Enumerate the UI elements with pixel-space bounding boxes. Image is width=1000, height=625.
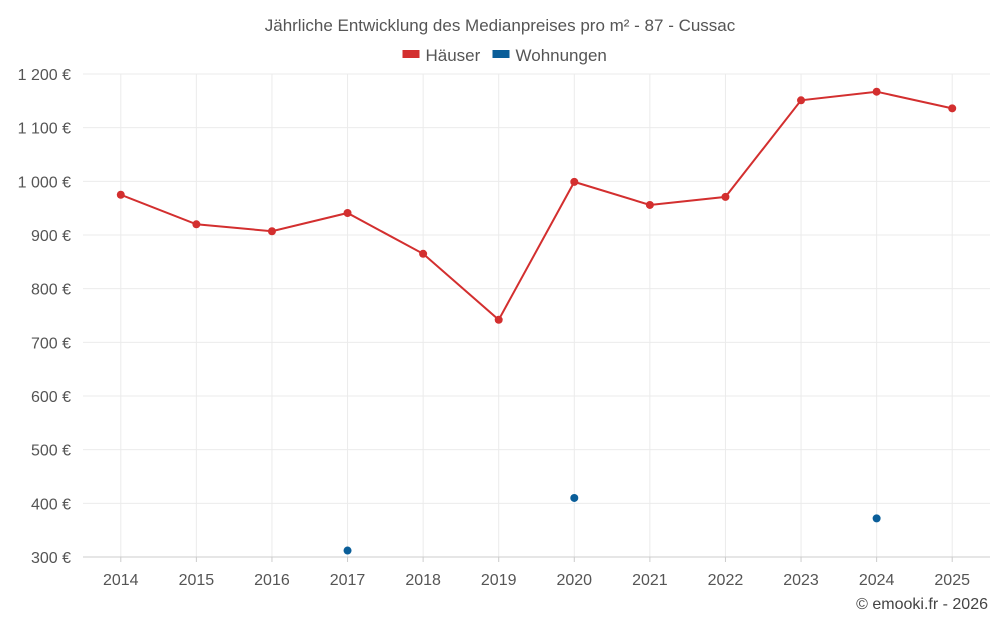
data-point-2017[interactable]: [343, 546, 352, 555]
data-point-2023[interactable]: [797, 96, 806, 105]
x-tick-label: 2020: [556, 572, 592, 589]
x-tick-label: 2023: [783, 572, 819, 589]
chart-legend: Häuser Wohnungen: [402, 46, 607, 65]
y-tick-label: 1 000 €: [18, 174, 71, 191]
grid-lines: [83, 73, 990, 558]
data-point-2021[interactable]: [645, 200, 654, 209]
y-tick-label: 400 €: [31, 496, 71, 513]
x-tick-label: 2016: [254, 572, 290, 589]
data-point-2014[interactable]: [116, 190, 125, 199]
x-tick-label: 2015: [179, 572, 215, 589]
data-point-2018[interactable]: [419, 249, 428, 258]
data-point-2016[interactable]: [267, 227, 276, 236]
data-series: [116, 87, 957, 555]
y-tick-label: 1 200 €: [18, 67, 71, 84]
x-tick-label: 2022: [708, 572, 744, 589]
legend-swatch: [492, 50, 510, 58]
legend-label: Wohnungen: [516, 46, 607, 65]
data-point-2024[interactable]: [872, 87, 881, 96]
y-tick-label: 600 €: [31, 389, 71, 406]
y-tick-label: 700 €: [31, 335, 71, 352]
chart-title: Jährliche Entwicklung des Medianpreises …: [265, 16, 736, 35]
legend-swatch: [402, 50, 420, 58]
axes: 300 € 400 € 500 € 600 € 700 € 800 € 900 € 1 000…: [18, 67, 990, 589]
y-tick-label: 900 €: [31, 228, 71, 245]
series-Häuser: [116, 87, 957, 324]
legend-item-Häuser[interactable]: Häuser: [402, 46, 481, 65]
y-tick-label: 500 €: [31, 443, 71, 460]
data-point-2015[interactable]: [192, 220, 201, 229]
data-point-2020[interactable]: [570, 493, 579, 502]
data-point-2019[interactable]: [494, 315, 503, 324]
x-tick-label: 2018: [405, 572, 441, 589]
x-tick-label: 2019: [481, 572, 517, 589]
x-tick-label: 2021: [632, 572, 668, 589]
x-tick-label: 2025: [934, 572, 970, 589]
legend-label: Häuser: [426, 46, 481, 65]
data-point-2025[interactable]: [948, 104, 957, 113]
y-tick-label: 1 100 €: [18, 121, 71, 138]
x-tick-label: 2017: [330, 572, 366, 589]
y-tick-label: 300 €: [31, 550, 71, 567]
x-tick-label: 2014: [103, 572, 139, 589]
data-point-2020[interactable]: [570, 177, 579, 186]
copyright-credit: © emooki.fr - 2026: [856, 596, 988, 613]
series-line-Häuser: [120, 90, 953, 322]
data-point-2024[interactable]: [872, 514, 881, 523]
y-tick-label: 800 €: [31, 282, 71, 299]
data-point-2017[interactable]: [343, 208, 352, 217]
data-point-2022[interactable]: [721, 192, 730, 201]
x-tick-label: 2024: [859, 572, 895, 589]
series-Wohnungen: [343, 493, 881, 555]
legend-item-Wohnungen[interactable]: Wohnungen: [492, 46, 607, 65]
